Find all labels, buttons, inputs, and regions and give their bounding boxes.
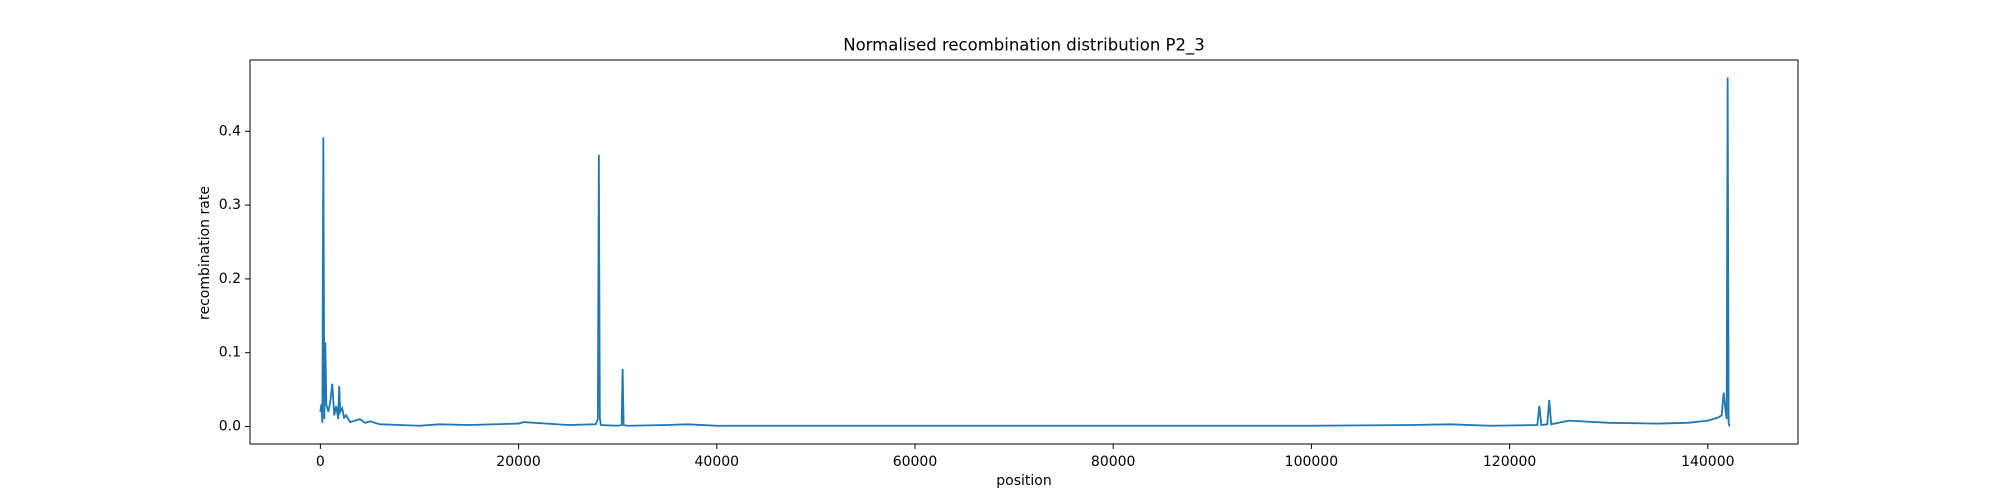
y-tick-label: 0.2 [219, 271, 241, 287]
x-tick-label: 40000 [695, 454, 740, 470]
axes-frame [249, 59, 1799, 445]
x-tick-label: 0 [316, 454, 325, 470]
x-tick-label: 80000 [1091, 454, 1136, 470]
y-tick-label: 0.4 [219, 123, 241, 139]
x-tick-label: 120000 [1483, 454, 1536, 470]
y-axis-label: recombination rate [197, 186, 213, 320]
x-tick-label: 100000 [1285, 454, 1338, 470]
y-tick-label: 0.3 [219, 197, 241, 213]
data-line [319, 77, 1731, 427]
x-tick-label: 60000 [893, 454, 938, 470]
x-axis-label: position [996, 473, 1051, 489]
y-tick-label: 0.0 [219, 419, 241, 435]
x-tick-label: 20000 [496, 454, 541, 470]
x-tick-label: 140000 [1681, 454, 1734, 470]
chart-title: Normalised recombination distribution P2… [843, 36, 1205, 56]
y-tick-label: 0.1 [219, 345, 241, 361]
